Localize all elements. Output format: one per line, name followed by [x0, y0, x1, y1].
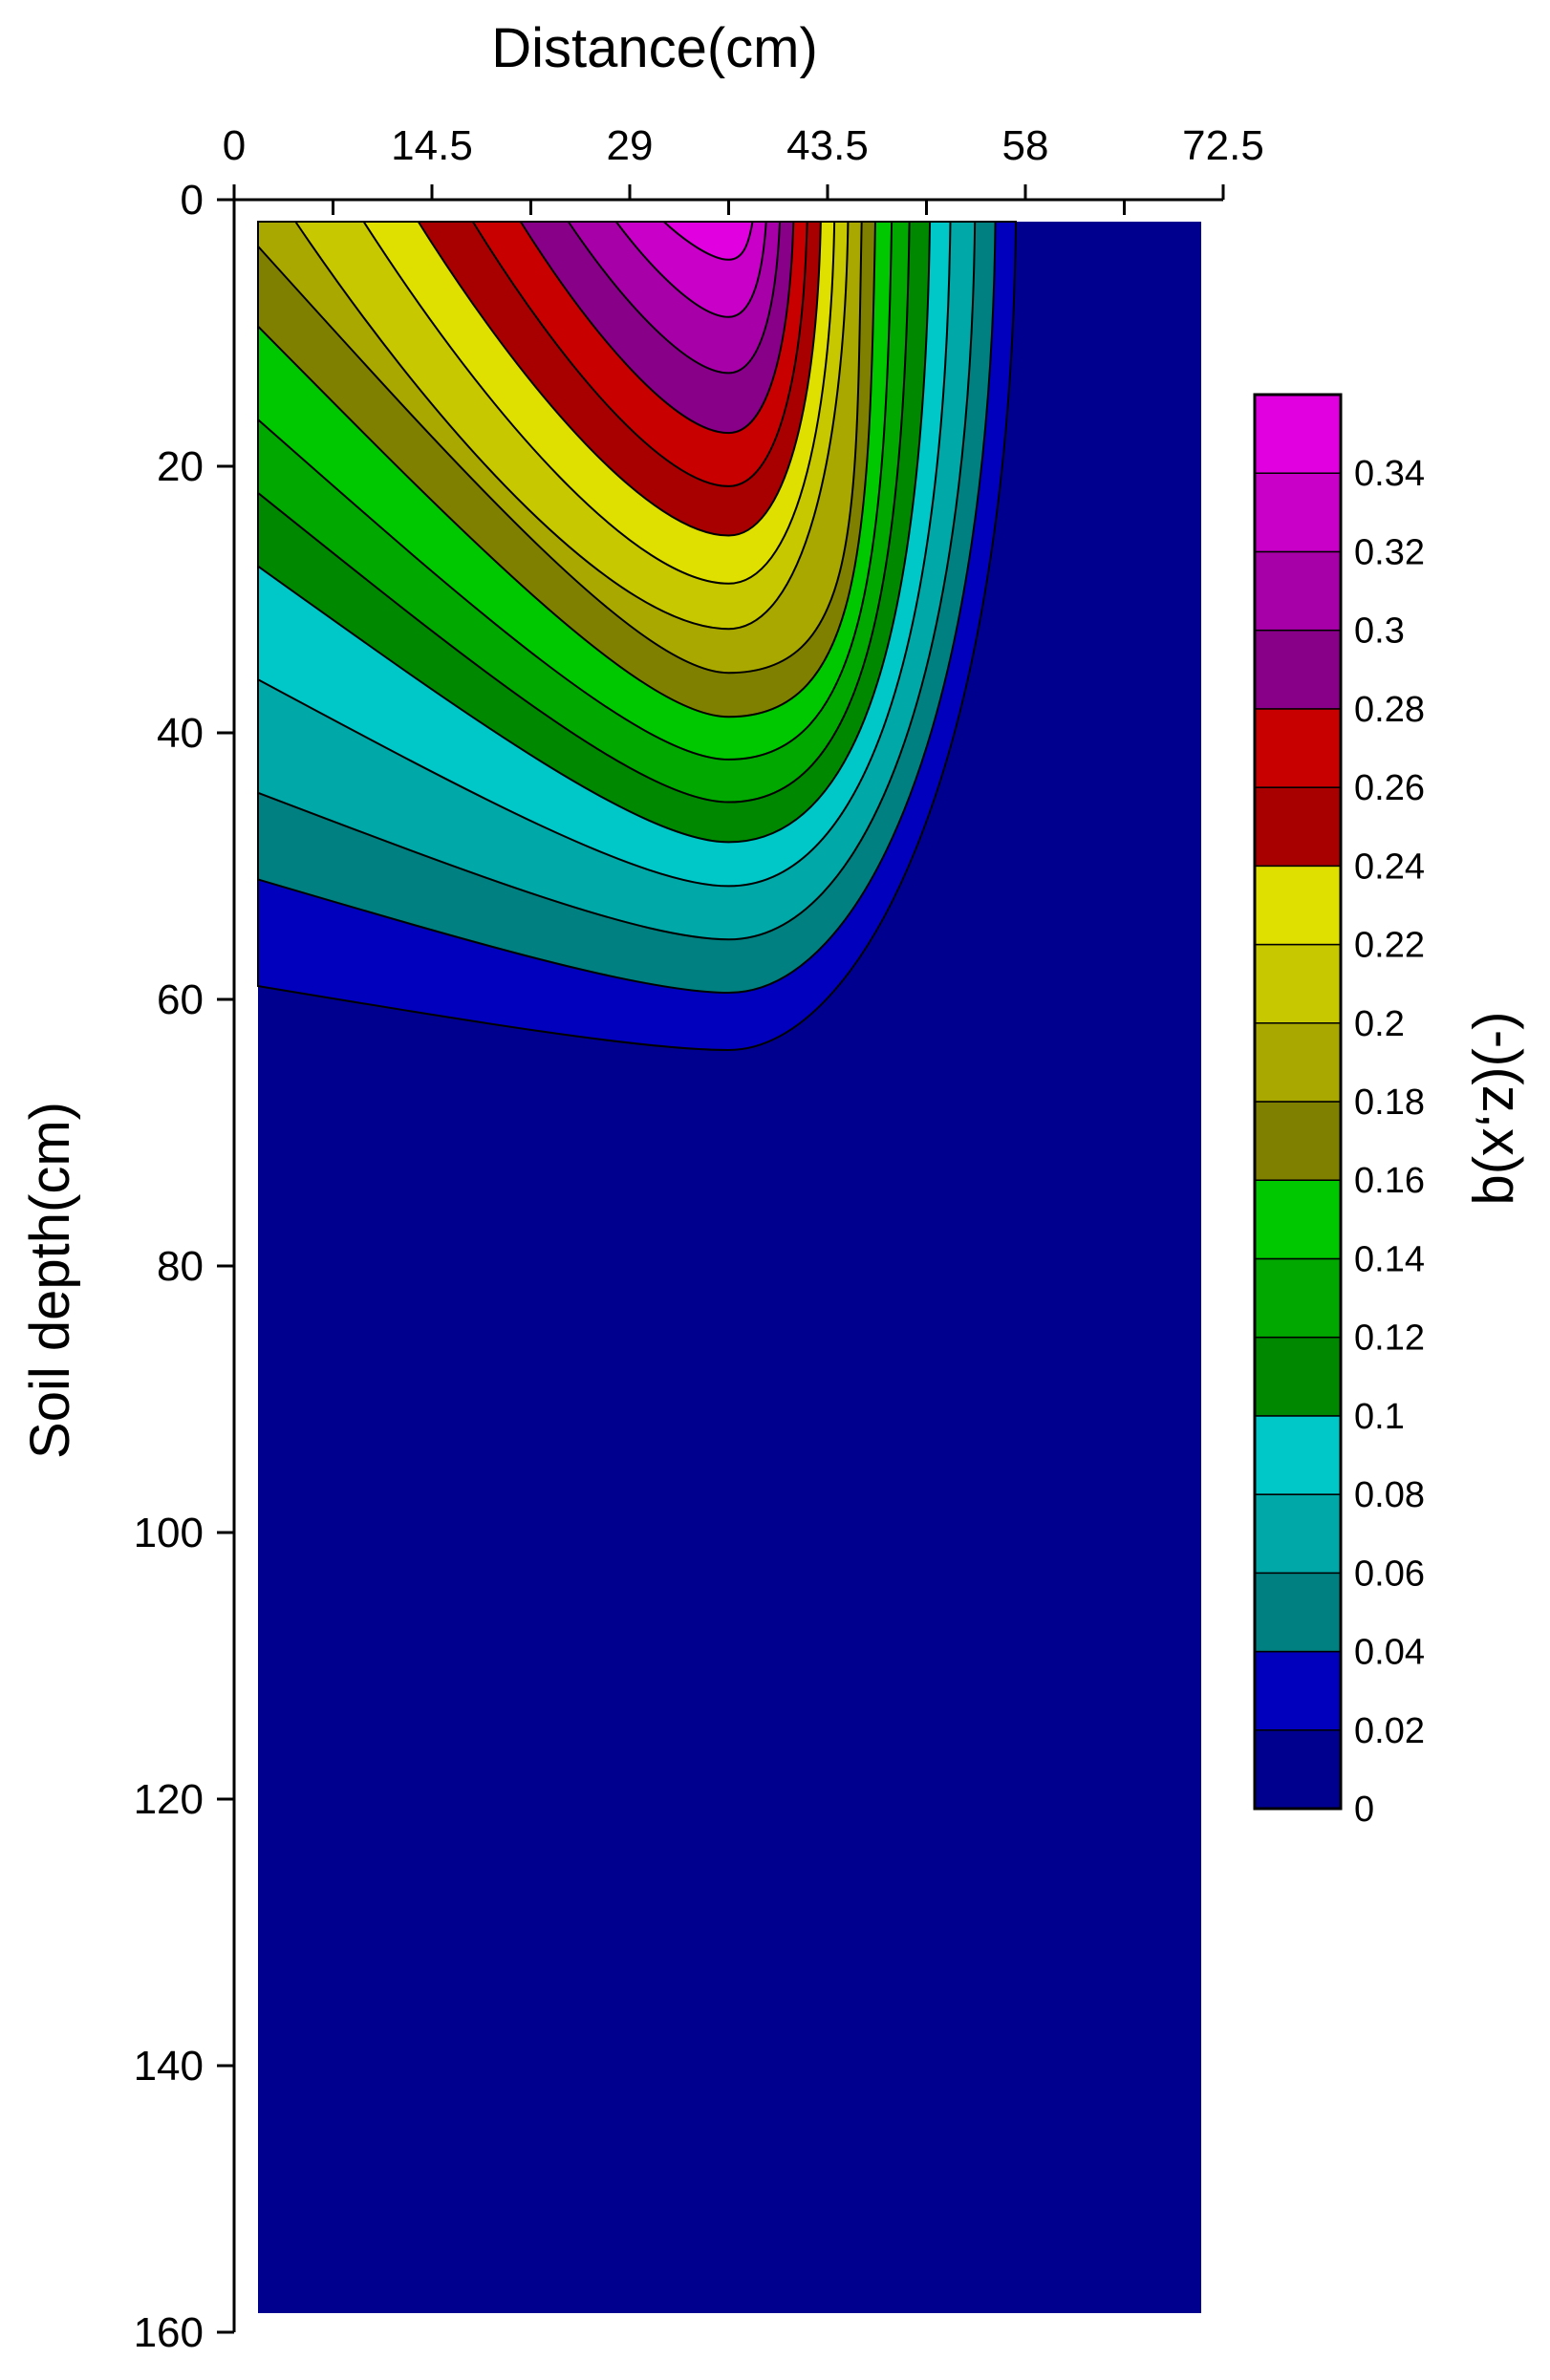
- colorbar-swatch-0: [1254, 1729, 1342, 1810]
- contour-line-2: [257, 221, 997, 995]
- y-tick-label: 80: [157, 1243, 204, 1290]
- colorbar-tick-label: 0.24: [1354, 847, 1425, 887]
- colorbar-swatch-12: [1254, 786, 1342, 868]
- contour-line-17: [661, 221, 754, 261]
- contour-line-9: [257, 221, 863, 675]
- colorbar: 0.34 0.32 0.3 0.28 0.26 0.24 0.22 0.2 0.18 0.16 0.…: [1253, 393, 1425, 1830]
- contour-line-10: [293, 221, 850, 631]
- colorbar-tick-label: 0.32: [1354, 532, 1425, 572]
- colorbar-frame: [1253, 393, 1343, 1811]
- contour-line-8: [257, 221, 876, 718]
- contour-line-4: [257, 221, 952, 888]
- colorbar-swatch-1: [1254, 1650, 1342, 1731]
- colorbar-tick-label: 0.3: [1354, 611, 1405, 652]
- colorbar-swatch-10: [1254, 943, 1342, 1024]
- x-axis-title: Distance(cm): [491, 17, 818, 79]
- colorbar-tick-label: 0.22: [1354, 926, 1425, 966]
- colorbar-tick-label: 0.12: [1354, 1319, 1425, 1359]
- colorbar-swatch-3: [1254, 1493, 1342, 1575]
- colorbar-tick-label: 0.26: [1354, 768, 1425, 808]
- colorbar-tick-label: 0.18: [1354, 1083, 1425, 1123]
- x-tick-label: 72.5: [1182, 122, 1264, 169]
- x-tick-label: 0: [223, 122, 246, 169]
- y-tick-label: 40: [157, 710, 204, 757]
- colorbar-tick-label: 0.14: [1354, 1239, 1425, 1279]
- contour-band-17: [663, 222, 753, 260]
- y-tick-label: 120: [134, 1776, 204, 1823]
- y-tick-label: 100: [134, 1510, 204, 1556]
- colorbar-swatch-2: [1254, 1572, 1342, 1653]
- colorbar-swatch-17: [1254, 394, 1342, 474]
- contour-line-12: [416, 221, 822, 537]
- contour-line-13: [471, 221, 808, 487]
- contour-line-3: [257, 221, 977, 941]
- y-tick-label: 20: [157, 443, 204, 490]
- x-tick-label: 29: [607, 122, 654, 169]
- y-ticks: 0 20 40 60 80 100 120 140 160: [134, 177, 234, 2356]
- y-tick-label: 60: [157, 976, 204, 1023]
- colorbar-tick-label: 0.34: [1354, 454, 1425, 494]
- colorbar-swatch-5: [1254, 1336, 1342, 1417]
- colorbar-tick-label: 0.2: [1354, 1004, 1405, 1044]
- colorbar-swatch-7: [1254, 1179, 1342, 1260]
- colorbar-tick-label: 0.02: [1354, 1711, 1425, 1751]
- contour-line-11: [361, 221, 836, 585]
- y-tick-label: 160: [134, 2309, 204, 2356]
- colorbar-swatch-15: [1254, 550, 1342, 632]
- colorbar-tick-label: 0.08: [1354, 1475, 1425, 1515]
- contour-fills: [258, 222, 1201, 2313]
- contour-line-1: [257, 221, 1018, 1052]
- colorbar-tick-label: 0: [1354, 1790, 1374, 1830]
- y-axis-title: Soil depth(cm): [19, 1102, 81, 1459]
- x-tick-label: 14.5: [391, 122, 473, 169]
- colorbar-swatch-8: [1254, 1101, 1342, 1181]
- colorbar-swatch-6: [1254, 1257, 1342, 1339]
- colorbar-swatch-16: [1254, 472, 1342, 553]
- colorbar-swatch-11: [1254, 865, 1342, 946]
- contour-line-5: [257, 221, 932, 844]
- colorbar-tick-label: 0.06: [1354, 1554, 1425, 1594]
- colorbar-tick-label: 0.16: [1354, 1161, 1425, 1201]
- contour-lines: [257, 221, 1018, 1052]
- x-tick-label: 58: [1002, 122, 1049, 169]
- colorbar-swatch-4: [1254, 1415, 1342, 1495]
- contour-line-14: [518, 221, 795, 435]
- colorbar-swatch-14: [1254, 629, 1342, 710]
- colorbar-swatch-9: [1254, 1022, 1342, 1103]
- contour-line-7: [257, 221, 893, 761]
- colorbar-tick-label: 0.1: [1354, 1397, 1405, 1437]
- colorbar-title: (-)(z,x)q: [1471, 1012, 1533, 1206]
- contour-line-15: [566, 221, 782, 375]
- colorbar-tick-label: 0.28: [1354, 690, 1425, 730]
- contour-line-16: [614, 221, 767, 318]
- y-tick-label: 140: [134, 2043, 204, 2090]
- contour-line-6: [257, 221, 911, 804]
- colorbar-swatch-13: [1254, 708, 1342, 788]
- x-ticks: 0 14.5 29 43.5 58 72.5: [223, 122, 1264, 215]
- colorbar-tick-label: 0.04: [1354, 1633, 1425, 1673]
- x-tick-label: 43.5: [786, 122, 869, 169]
- y-tick-label: 0: [181, 177, 204, 224]
